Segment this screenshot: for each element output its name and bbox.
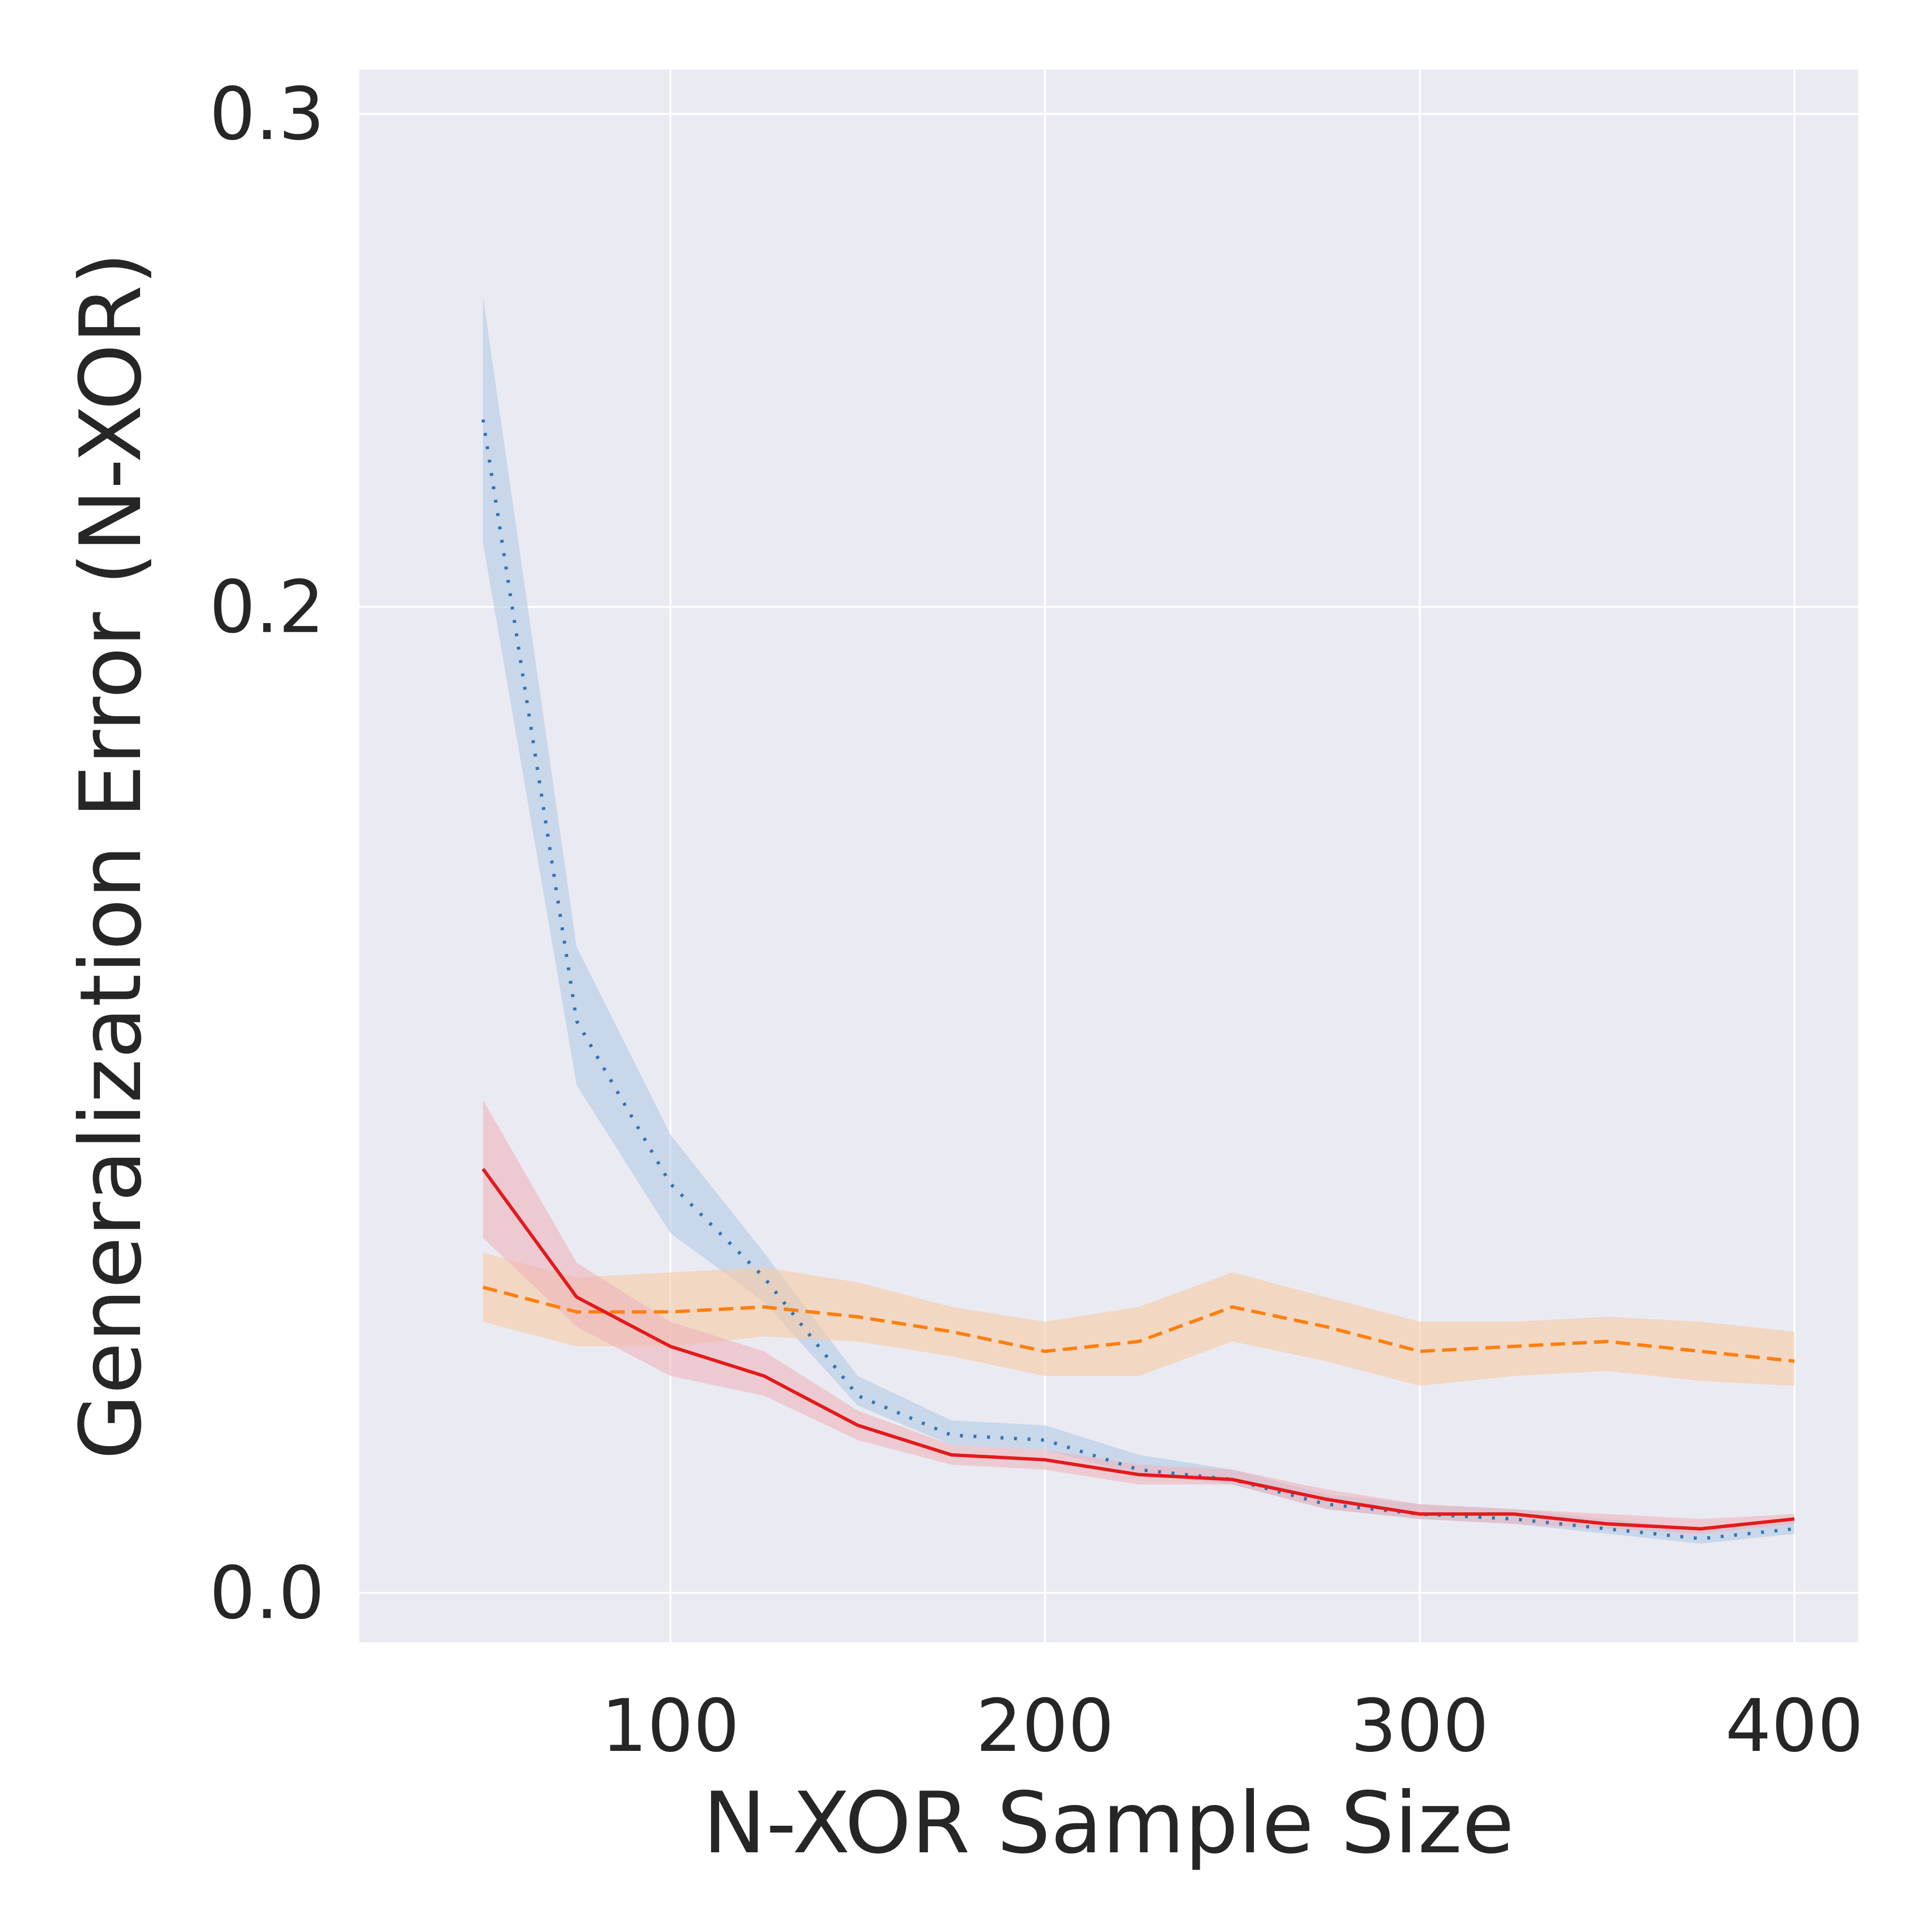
- y-tick-label: 0.0: [209, 1551, 325, 1635]
- x-tick-label: 200: [976, 1684, 1114, 1768]
- x-tick-label: 300: [1350, 1684, 1489, 1768]
- series-2-band: [483, 1252, 1795, 1386]
- series-1-line: [481, 419, 1795, 1541]
- x-axis-label: N-XOR Sample Size: [703, 1775, 1514, 1873]
- series-lines: [481, 419, 1795, 1541]
- y-tick-labels: 0.0 0.2 0.3: [209, 72, 325, 1635]
- grid: [359, 70, 1858, 1642]
- confidence-bands: [483, 296, 1795, 1544]
- y-tick-label: 0.2: [209, 566, 325, 650]
- y-axis-label: Generalization Error (N-XOR): [62, 252, 160, 1460]
- x-tick-label: 400: [1725, 1684, 1863, 1768]
- y-tick-label: 0.3: [209, 72, 325, 156]
- series-2-line: [483, 1285, 1795, 1363]
- x-tick-label: 100: [601, 1684, 739, 1768]
- plot-background: [359, 70, 1858, 1642]
- x-tick-labels: 100 200 300 400: [601, 1684, 1864, 1768]
- series-3-line: [482, 1168, 1795, 1531]
